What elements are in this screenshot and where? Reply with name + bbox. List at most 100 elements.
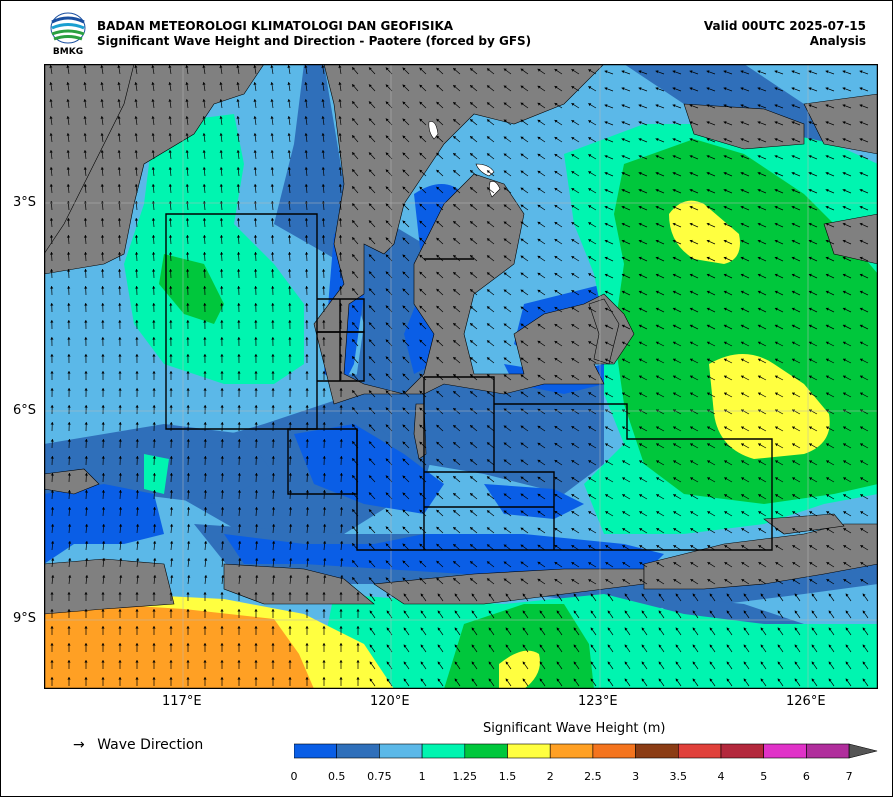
wave-arrow-head xyxy=(777,644,781,648)
wave-arrow-head xyxy=(588,188,592,192)
wave-arrow-head xyxy=(825,87,829,91)
wave-arrow-head xyxy=(655,222,659,226)
wave-arrow-head xyxy=(503,238,507,242)
wave-arrow-head xyxy=(621,189,625,192)
wave-arrow-head xyxy=(791,138,795,142)
wave-arrow-head xyxy=(270,150,274,153)
wave-arrow-head xyxy=(792,392,795,396)
wave-arrow-head xyxy=(454,661,458,665)
wave-arrow-head xyxy=(419,322,423,326)
wave-arrow-head xyxy=(186,660,190,663)
wave-arrow-head xyxy=(860,494,864,498)
wave-arrow-head xyxy=(169,354,173,357)
wave-arrow-head xyxy=(673,358,676,362)
lakes xyxy=(428,121,501,198)
wave-arrow-head xyxy=(202,82,206,85)
wave-arrow-head xyxy=(791,87,795,91)
wave-arrow-head xyxy=(322,490,326,493)
wave-arrow-head xyxy=(605,477,609,481)
wave-arrow-head xyxy=(169,643,173,646)
wave-arrow-head xyxy=(554,307,558,310)
wave-arrow-head xyxy=(253,65,257,68)
wave-arrow-head xyxy=(305,286,309,289)
wave-arrow-head xyxy=(825,70,829,74)
wave-arrow-head xyxy=(152,303,156,306)
wave-arrow-head xyxy=(453,510,457,513)
wave-arrow-head xyxy=(859,87,863,91)
wave-arrow-head xyxy=(368,169,372,173)
wave-arrow-head xyxy=(638,155,642,158)
wave-arrow-head xyxy=(203,405,207,408)
wave-arrow-head xyxy=(419,458,423,462)
wave-arrow-head xyxy=(202,65,206,68)
wave-arrow-head xyxy=(470,85,474,89)
wave-arrow-head xyxy=(706,324,710,328)
wave-arrow-head xyxy=(288,643,292,646)
wave-arrow-head xyxy=(288,422,292,425)
wave-arrow-head xyxy=(571,290,575,293)
wave-arrow-head xyxy=(588,375,592,379)
wave-arrow-head xyxy=(118,439,122,442)
wave-arrow-head xyxy=(85,541,89,544)
wave-arrow-head xyxy=(537,357,541,361)
colorbar-label: 0.5 xyxy=(327,770,346,783)
wave-arrow-head xyxy=(203,660,207,663)
wave-arrow-head xyxy=(723,104,727,108)
wave-arrow-head xyxy=(238,541,242,544)
wave-arrow-head xyxy=(604,172,608,175)
bmkg-logo: BMKG xyxy=(50,12,86,56)
wave-direction-label: Wave Direction xyxy=(97,737,204,753)
wave-arrow-head xyxy=(453,68,457,71)
wave-arrow-head xyxy=(339,473,343,476)
wave-arrow-head xyxy=(66,65,70,68)
wave-arrow-head xyxy=(503,153,507,157)
wave-arrow-head xyxy=(118,422,122,425)
wave-arrow-head xyxy=(675,661,679,665)
wave-arrow-head xyxy=(185,82,189,85)
wave-arrow-head xyxy=(403,661,407,665)
wave-arrow-head xyxy=(571,494,575,497)
wave-arrow-head xyxy=(826,477,830,481)
wave-arrow-head xyxy=(487,425,490,429)
lat-tick-9s: 9°S xyxy=(13,611,37,626)
wave-arrow-head xyxy=(859,256,863,260)
wave-arrow-head xyxy=(639,358,642,362)
wave-arrow-head xyxy=(340,524,344,527)
wave-arrow-head xyxy=(537,170,541,174)
wave-arrow-head xyxy=(672,87,676,91)
wave-arrow-head xyxy=(352,526,355,530)
colorbar-cell xyxy=(507,743,551,759)
wave-arrow-head xyxy=(828,627,832,631)
wave-arrow-head xyxy=(673,562,677,565)
wave-arrow-head xyxy=(101,354,105,357)
wave-arrow-head xyxy=(67,320,71,323)
wave-arrow-head xyxy=(706,172,710,175)
wave-arrow-head xyxy=(554,324,558,327)
wave-arrow-head xyxy=(672,172,676,175)
wave-arrow-head xyxy=(539,644,543,648)
wave-arrow-head xyxy=(368,543,372,547)
wave-arrow-head xyxy=(402,186,406,190)
wave-arrow-head xyxy=(621,172,625,175)
wave-arrow-head xyxy=(571,324,575,327)
wave-arrow-head xyxy=(352,220,355,224)
wave-arrow-head xyxy=(842,172,846,175)
wave-arrow-head xyxy=(436,424,440,428)
wave-arrow-head xyxy=(419,407,423,411)
wave-arrow-head xyxy=(338,99,342,102)
wave-arrow-head xyxy=(471,610,475,614)
wave-arrow-head xyxy=(792,494,796,498)
wave-arrow-head xyxy=(117,150,121,153)
wave-arrow-head xyxy=(862,644,866,648)
wave-arrow-head xyxy=(707,426,711,430)
wave-arrow-head xyxy=(675,644,679,648)
wave-arrow-head xyxy=(604,273,608,277)
wave-arrow-head xyxy=(134,167,138,170)
wave-arrow-head xyxy=(419,373,423,377)
wave-arrow-head xyxy=(220,303,224,306)
wave-arrow-head xyxy=(859,70,863,74)
wave-arrow-head xyxy=(436,135,440,139)
wave-arrow-head xyxy=(49,65,53,68)
wave-arrow-head xyxy=(709,661,713,665)
wave-arrow-head xyxy=(487,578,490,582)
